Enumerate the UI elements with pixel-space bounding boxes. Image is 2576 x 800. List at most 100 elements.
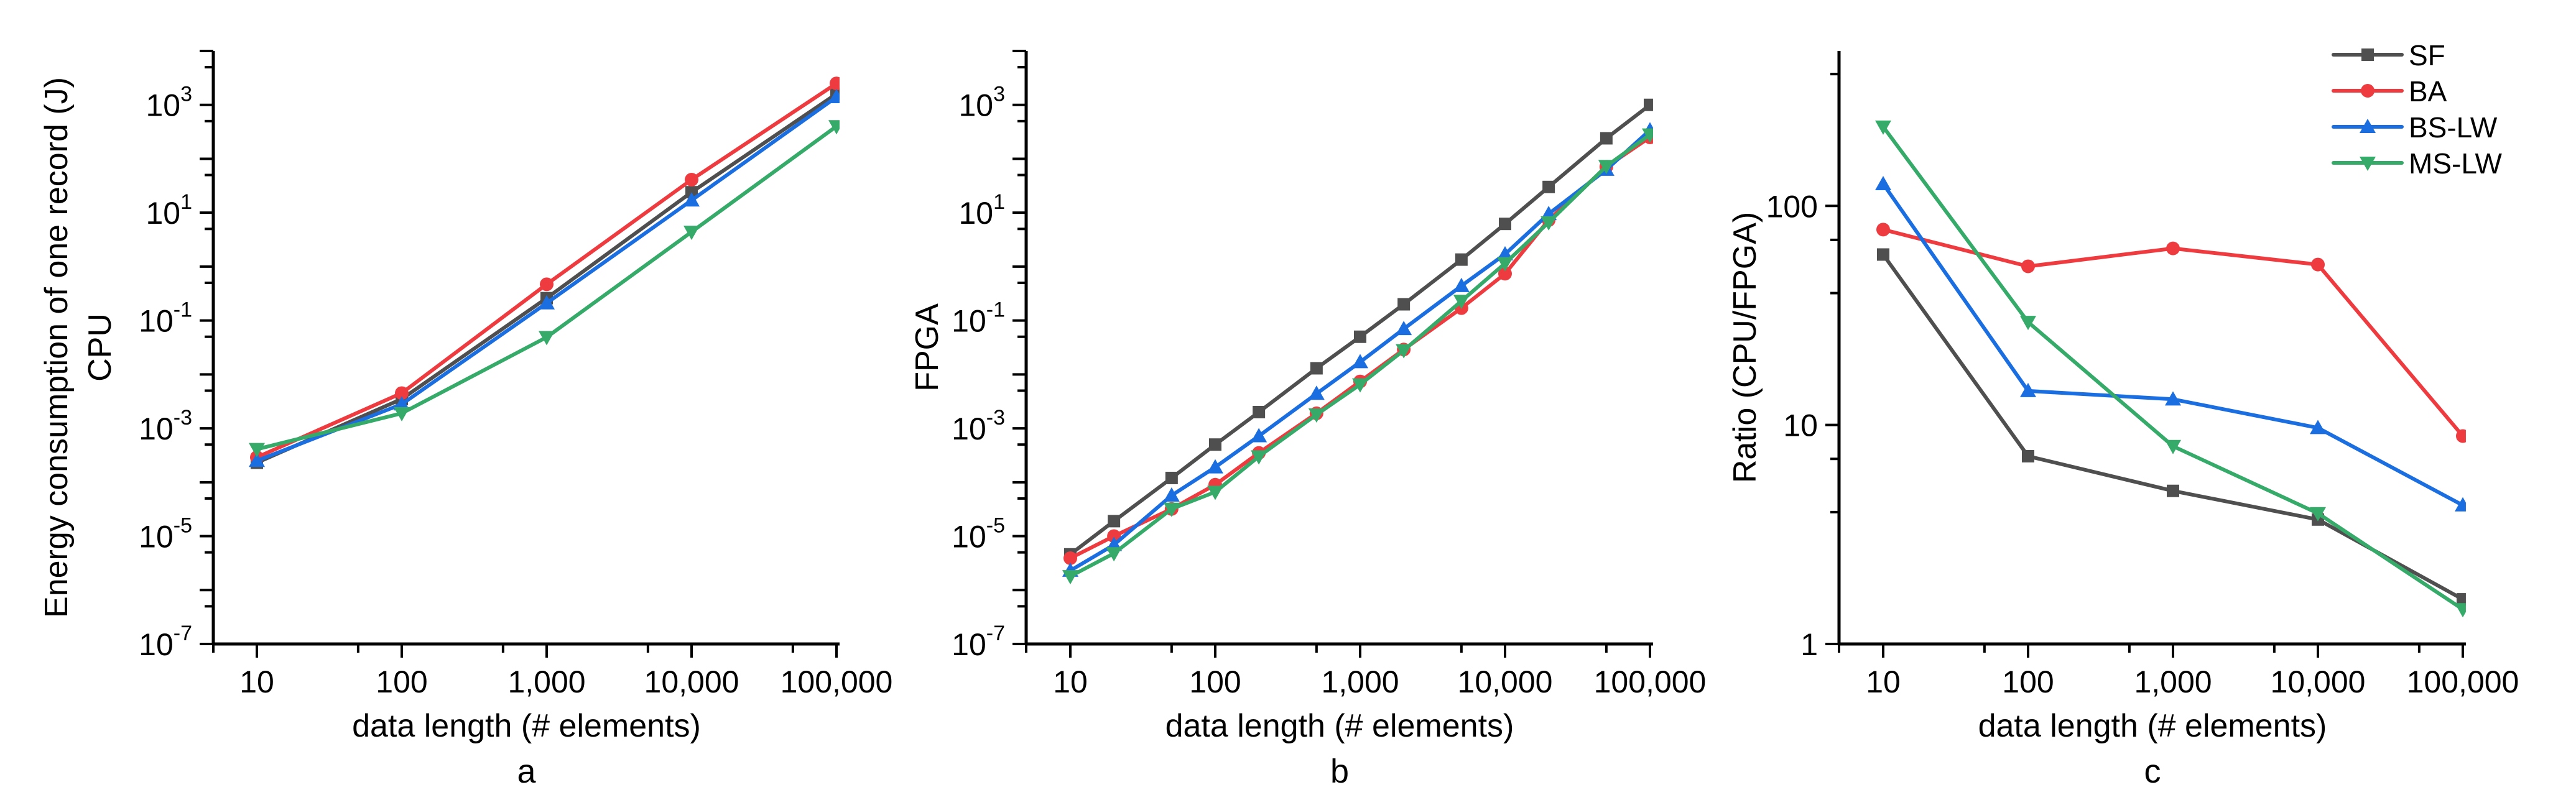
y-axis-title-line2: CPU bbox=[82, 313, 118, 382]
legend-bs-lw-marker bbox=[2360, 119, 2376, 133]
y-tick-label: 101 bbox=[958, 190, 1005, 231]
x-tick-label: 100,000 bbox=[781, 664, 893, 699]
series-ba-marker bbox=[2166, 241, 2180, 255]
series-ms-lw-marker bbox=[1453, 295, 1470, 310]
y-tick-label: 103 bbox=[958, 83, 1005, 123]
x-tick-label: 10,000 bbox=[2271, 664, 2366, 699]
x-tick-label: 10,000 bbox=[644, 664, 739, 699]
series-ba-marker bbox=[685, 173, 698, 187]
series-bs-lw-marker bbox=[2455, 497, 2466, 512]
series-sf-marker bbox=[1455, 253, 1468, 266]
series-bs-lw-marker bbox=[1207, 459, 1223, 474]
series-sf-marker bbox=[2457, 593, 2466, 606]
y-tick-label: 10-3 bbox=[952, 406, 1005, 446]
series-ba bbox=[1063, 130, 1653, 566]
series-sf-marker bbox=[1310, 362, 1323, 375]
series-ms-lw-marker bbox=[683, 226, 700, 241]
series-bs-lw-marker bbox=[828, 89, 840, 104]
series-ms-lw-marker bbox=[1541, 216, 1557, 231]
series-sf-marker bbox=[2022, 449, 2034, 462]
panel-label: c bbox=[2144, 753, 2161, 790]
series-ms-lw bbox=[1062, 128, 1653, 585]
series-ba-line bbox=[1069, 136, 1651, 560]
series-ms-lw bbox=[1875, 120, 2466, 618]
series-bs-lw-marker bbox=[1352, 354, 1368, 369]
series-sf-marker bbox=[1354, 330, 1366, 343]
panel-c-plot-area bbox=[1875, 120, 2466, 618]
series-bs-lw bbox=[249, 89, 840, 467]
y-tick-label: 10-7 bbox=[139, 622, 192, 662]
panel-a-axes: 10 100 1,000 10,000 100,000 103 101 10-1 10-3 10-… bbox=[139, 50, 893, 699]
series-bs-lw-marker bbox=[683, 192, 700, 207]
panel-label: a bbox=[517, 753, 536, 790]
x-tick-label: 10,000 bbox=[1458, 664, 1553, 699]
x-tick-label: 10 bbox=[1866, 664, 1901, 699]
series-ba-marker bbox=[1063, 551, 1077, 566]
y-tick-label: 103 bbox=[146, 83, 192, 123]
y-tick-label: 10-1 bbox=[139, 298, 192, 339]
series-sf-marker bbox=[1600, 132, 1613, 145]
series-sf-marker bbox=[1253, 405, 1266, 418]
legend-item-ms-lw: MS-LW bbox=[2332, 147, 2502, 180]
series-sf-marker bbox=[1209, 438, 1221, 451]
y-tick-label: 100 bbox=[1766, 189, 1818, 224]
y-tick-label: 10-5 bbox=[952, 514, 1005, 554]
panel-c-ratio-chart: 10 100 1,000 10,000 100,000 100 10 1 data length… bbox=[1727, 51, 2519, 790]
panel-b-plot-area bbox=[1062, 98, 1653, 585]
series-ms-lw-marker bbox=[2165, 439, 2181, 454]
x-tick-label: 100 bbox=[376, 664, 427, 699]
y-axis-title: FPGA bbox=[909, 303, 945, 392]
x-tick-label: 100 bbox=[2002, 664, 2054, 699]
series-ms-lw-marker bbox=[2455, 603, 2466, 618]
series-ms-lw-marker bbox=[1207, 485, 1223, 500]
series-sf-marker bbox=[1499, 218, 1511, 231]
series-bs-lw-marker bbox=[249, 453, 265, 467]
series-bs-lw bbox=[1875, 175, 2466, 512]
series-bs-lw bbox=[1062, 122, 1653, 577]
series-ms-lw-marker bbox=[1598, 160, 1615, 175]
series-ba-line bbox=[256, 81, 838, 459]
series-ba-marker bbox=[540, 277, 554, 292]
series-ba bbox=[250, 76, 840, 464]
series-ba-marker bbox=[2021, 259, 2035, 274]
panel-a-cpu-energy-chart: 10 100 1,000 10,000 100,000 103 101 10-1 10-3 10-… bbox=[39, 50, 893, 790]
series-bs-lw-marker bbox=[2165, 391, 2181, 406]
series-ba-marker bbox=[830, 76, 840, 91]
x-tick-label: 10 bbox=[1053, 664, 1088, 699]
legend-ba-marker bbox=[2361, 84, 2374, 98]
panel-a-plot-area bbox=[249, 76, 840, 469]
series-ms-lw-marker bbox=[1875, 120, 1891, 135]
series-bs-lw-marker bbox=[1163, 487, 1180, 502]
series-sf-marker bbox=[1644, 98, 1653, 111]
series-bs-lw-line bbox=[1069, 129, 1652, 572]
panel-b-fpga-energy-chart: 10 100 1,000 10,000 100,000 103 101 10-1 10-3 10-… bbox=[909, 50, 1707, 790]
panel-b-axes: 10 100 1,000 10,000 100,000 103 101 10-1 10-3 10-… bbox=[952, 50, 1707, 699]
series-bs-lw-marker bbox=[394, 396, 410, 411]
series-ms-lw-marker bbox=[394, 407, 410, 421]
x-tick-label: 100,000 bbox=[1594, 664, 1707, 699]
series-ms-lw-line bbox=[1881, 126, 2464, 611]
series-ba-marker bbox=[2456, 429, 2466, 443]
series-sf-marker bbox=[1165, 471, 1178, 484]
x-axis-title: data length (# elements) bbox=[1978, 708, 2327, 744]
series-ms-lw-marker bbox=[1163, 502, 1180, 517]
legend-item-sf: SF bbox=[2332, 39, 2445, 71]
series-sf-marker bbox=[1397, 298, 1411, 311]
series-ms-lw-marker bbox=[828, 120, 840, 135]
series-ba-marker bbox=[1498, 267, 1512, 281]
series-ms-lw-marker bbox=[1642, 128, 1653, 143]
panel-c-axes: 10 100 1,000 10,000 100,000 100 10 1 bbox=[1766, 51, 2519, 699]
legend-item-ba: BA bbox=[2332, 75, 2447, 108]
series-bs-lw-marker bbox=[2310, 420, 2326, 434]
series-ms-lw-marker bbox=[1106, 547, 1123, 562]
series-bs-lw-marker bbox=[1497, 246, 1513, 260]
series-ba-marker bbox=[2311, 257, 2325, 272]
series-sf-line bbox=[1069, 103, 1651, 556]
series-bs-lw-marker bbox=[539, 295, 555, 310]
legend-sf-marker bbox=[2361, 48, 2374, 61]
series-bs-lw-marker bbox=[2020, 382, 2036, 397]
series-sf-marker bbox=[1877, 248, 1889, 261]
legend-label: MS-LW bbox=[2409, 147, 2502, 180]
y-tick-label: 1 bbox=[1800, 627, 1818, 662]
x-axis-title: data length (# elements) bbox=[1165, 708, 1514, 744]
